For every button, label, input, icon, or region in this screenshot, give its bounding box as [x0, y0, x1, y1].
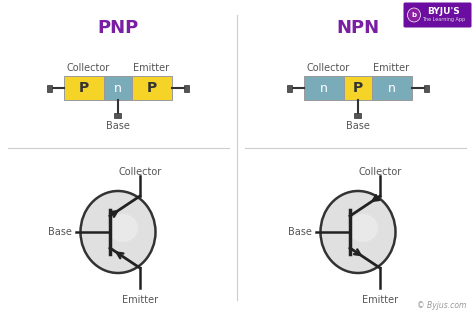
Bar	[132, 76, 172, 100]
Ellipse shape	[408, 8, 420, 22]
Text: P: P	[79, 81, 89, 95]
Bar	[115, 113, 121, 118]
Text: Collector: Collector	[118, 167, 162, 177]
Ellipse shape	[81, 191, 155, 273]
Text: Base: Base	[346, 121, 370, 131]
Ellipse shape	[348, 214, 378, 242]
Bar	[287, 85, 292, 91]
Text: NPN: NPN	[337, 19, 380, 37]
Text: Emitter: Emitter	[362, 295, 398, 305]
Text: n: n	[320, 81, 328, 95]
Text: P: P	[353, 81, 363, 95]
Bar	[344, 76, 372, 100]
Text: Collector: Collector	[67, 63, 110, 73]
Text: The Learning App: The Learning App	[422, 17, 465, 22]
Text: Base: Base	[48, 227, 72, 237]
Bar	[424, 85, 429, 91]
Text: b: b	[411, 12, 417, 18]
Bar	[104, 76, 132, 100]
Text: PNP: PNP	[97, 19, 138, 37]
Text: © Byjus.com: © Byjus.com	[417, 301, 466, 310]
Text: P: P	[147, 81, 157, 95]
Text: Collector: Collector	[358, 167, 401, 177]
Text: Base: Base	[288, 227, 312, 237]
Bar	[64, 76, 104, 100]
Text: Emitter: Emitter	[373, 63, 409, 73]
FancyBboxPatch shape	[403, 2, 472, 27]
Bar	[304, 76, 344, 100]
Bar	[372, 76, 412, 100]
Text: Emitter: Emitter	[133, 63, 169, 73]
Bar	[355, 113, 362, 118]
Text: n: n	[388, 81, 396, 95]
Bar	[47, 85, 52, 91]
Ellipse shape	[108, 214, 138, 242]
Text: BYJU'S: BYJU'S	[428, 7, 460, 16]
Text: n: n	[114, 81, 122, 95]
Text: Base: Base	[106, 121, 130, 131]
Bar	[184, 85, 189, 91]
Text: Emitter: Emitter	[122, 295, 158, 305]
Text: Collector: Collector	[307, 63, 350, 73]
Ellipse shape	[320, 191, 395, 273]
